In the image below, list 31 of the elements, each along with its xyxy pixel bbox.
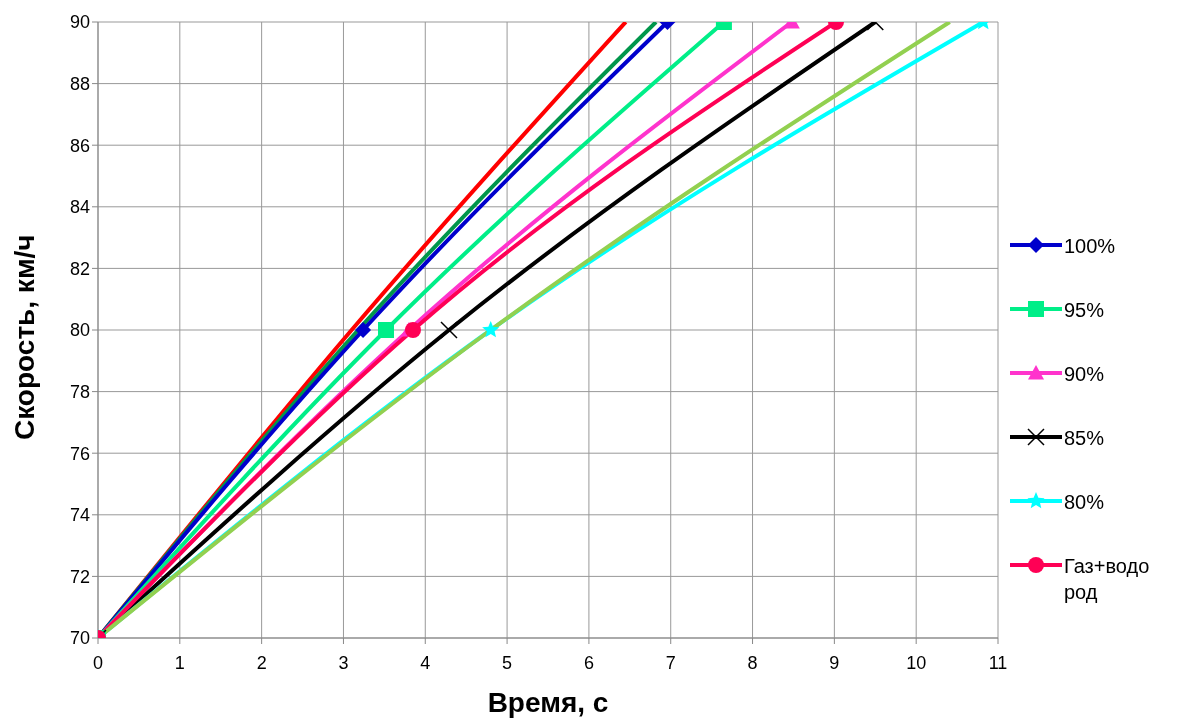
y-tick-label: 84 bbox=[69, 197, 90, 218]
y-tick-label: 78 bbox=[69, 381, 90, 402]
y-tick-label: 88 bbox=[69, 73, 90, 94]
legend-label: Газ+водород bbox=[1064, 554, 1151, 605]
x-tick-label: 5 bbox=[502, 652, 513, 673]
y-tick-label: 76 bbox=[69, 443, 90, 464]
x-tick-label: 1 bbox=[174, 652, 185, 673]
y-tick-label: 72 bbox=[69, 566, 90, 587]
x-tick-label: 0 bbox=[92, 652, 104, 673]
y-tick-label: 80 bbox=[69, 320, 90, 341]
x-tick-label: 10 bbox=[906, 652, 927, 673]
legend-label: 95% bbox=[1064, 298, 1106, 323]
y-axis-title: Скорость, км/ч bbox=[8, 234, 40, 440]
legend-label: 90% bbox=[1064, 362, 1106, 387]
y-tick-label: 70 bbox=[69, 628, 90, 649]
legend-label: 100% bbox=[1064, 234, 1117, 259]
x-tick-label: 9 bbox=[829, 652, 840, 673]
y-tick-label: 82 bbox=[69, 258, 90, 279]
x-tick-label: 11 bbox=[988, 652, 1008, 673]
x-tick-label: 7 bbox=[665, 652, 676, 673]
legend-label: 80% bbox=[1064, 490, 1106, 515]
x-tick-label: 2 bbox=[256, 652, 267, 673]
x-tick-label: 4 bbox=[420, 652, 431, 673]
y-tick-label: 74 bbox=[69, 505, 90, 526]
x-axis-title: Время, с bbox=[487, 687, 609, 718]
y-tick-label: 90 bbox=[69, 12, 90, 33]
x-tick-label: 6 bbox=[583, 652, 594, 673]
y-tick-label: 86 bbox=[69, 135, 90, 156]
x-tick-label: 8 bbox=[747, 652, 758, 673]
legend-label: 85% bbox=[1064, 426, 1106, 451]
x-tick-label: 3 bbox=[338, 652, 349, 673]
